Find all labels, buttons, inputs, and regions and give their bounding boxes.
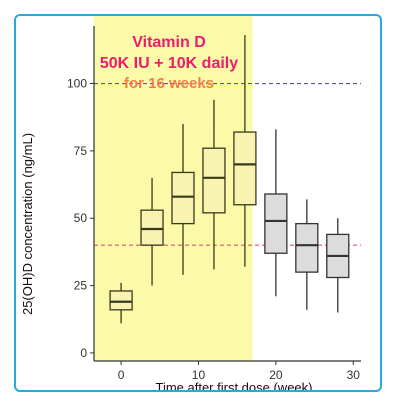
figure-frame: 0 25 50 75 100 0 10 20 30 Time after first dose … [14, 14, 382, 392]
box-iqr [295, 222, 319, 273]
box-week-16 [233, 35, 257, 267]
x-tick-label: 0 [118, 368, 125, 382]
y-tick-label: 50 [74, 211, 88, 225]
box-layer [109, 35, 350, 324]
box-iqr [233, 131, 257, 206]
box-week-0 [109, 282, 133, 324]
y-tick-label: 0 [80, 346, 87, 360]
box-iqr [109, 290, 133, 311]
box-iqr [202, 147, 226, 214]
box-iqr [171, 171, 195, 225]
x-tick-label: 20 [269, 368, 283, 382]
reference-lines [94, 82, 361, 246]
chart-title-line-3: for 16 weeks [124, 75, 214, 92]
box-week-4 [140, 177, 164, 286]
chart-title-line-2: 50K IU + 10K daily [100, 55, 238, 72]
x-tick-label: 30 [347, 368, 361, 382]
y-axis-label: 25(OH)D concentration (ng/mL) [20, 133, 35, 315]
x-axis-label: Time after first dose (week) [155, 380, 312, 392]
boxplot-chart: 0 25 50 75 100 0 10 20 30 Time after first dose … [20, 16, 361, 392]
box-week-20 [264, 129, 288, 297]
box-week-24 [295, 199, 319, 310]
box-iqr [264, 193, 288, 254]
x-tick-label: 10 [192, 368, 206, 382]
box-week-12 [202, 99, 226, 270]
chart-title-line-1: Vitamin D [132, 34, 206, 51]
box-week-28 [326, 218, 350, 313]
box-iqr [140, 209, 164, 246]
axis-layer: 0 25 50 75 100 0 10 20 30 [67, 26, 361, 382]
box-week-8 [171, 123, 195, 275]
y-tick-label: 75 [74, 144, 88, 158]
y-tick-label: 25 [74, 279, 88, 293]
y-tick-label: 100 [67, 77, 87, 91]
